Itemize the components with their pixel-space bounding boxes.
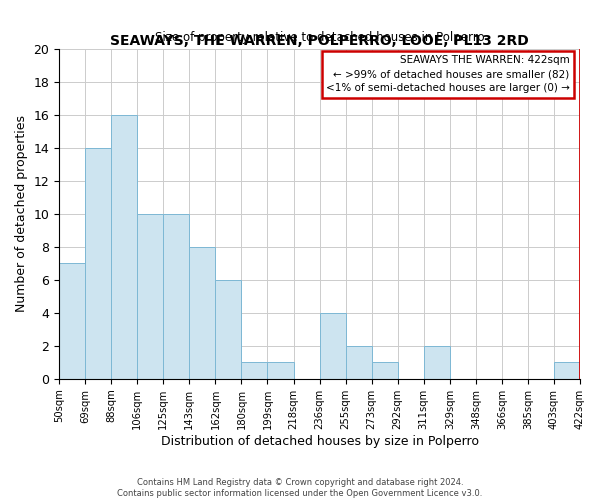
Bar [424,346,450,379]
Bar [554,362,580,379]
Bar [85,148,111,379]
X-axis label: Distribution of detached houses by size in Polperro: Distribution of detached houses by size … [161,434,479,448]
Bar [241,362,268,379]
Bar [190,247,215,379]
Title: SEAWAYS, THE WARREN, POLPERRO, LOOE, PL13 2RD: SEAWAYS, THE WARREN, POLPERRO, LOOE, PL1… [110,34,529,48]
Text: Contains HM Land Registry data © Crown copyright and database right 2024.
Contai: Contains HM Land Registry data © Crown c… [118,478,482,498]
Text: Size of property relative to detached houses in Polperro: Size of property relative to detached ho… [155,31,484,44]
Bar [163,214,190,379]
Bar [215,280,241,379]
Bar [371,362,398,379]
Y-axis label: Number of detached properties: Number of detached properties [15,116,28,312]
Bar [59,264,85,379]
Bar [320,313,346,379]
Bar [346,346,371,379]
Bar [137,214,163,379]
Text: SEAWAYS THE WARREN: 422sqm
← >99% of detached houses are smaller (82)
<1% of sem: SEAWAYS THE WARREN: 422sqm ← >99% of det… [326,56,569,94]
Bar [111,115,137,379]
Bar [268,362,293,379]
